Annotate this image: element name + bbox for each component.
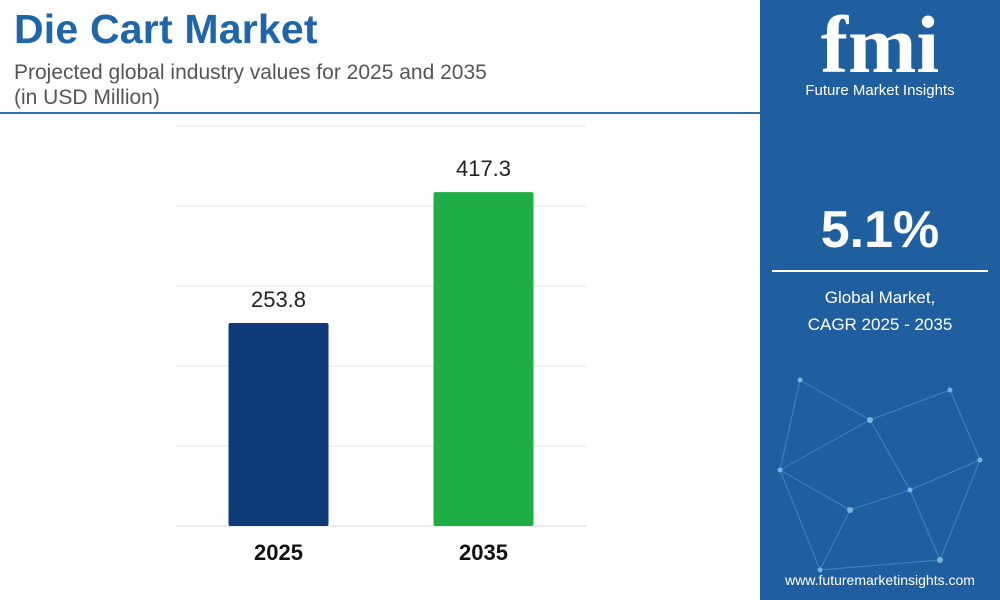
sidebar-panel: fmi Future Market Insights 5.1% Global M… [760, 0, 1000, 600]
cagr-label: Global Market, CAGR 2025 - 2035 [760, 284, 1000, 338]
header-divider [0, 112, 760, 114]
x-tick-label-2035: 2035 [459, 540, 508, 565]
logo-company-name: Future Market Insights [805, 82, 955, 99]
bar-chart: 253.8 2025 417.3 2035 [176, 125, 586, 565]
subtitle-line-2: (in USD Million) [14, 86, 160, 109]
fmi-logo: fmi [821, 0, 939, 80]
fmi-logo-text: fmi [821, 0, 939, 80]
cagr-divider [772, 270, 988, 272]
data-label-2025: 253.8 [251, 287, 306, 312]
cagr-label-line-1: Global Market, [824, 288, 936, 307]
bar-2025 [228, 322, 329, 526]
network-pattern [777, 377, 983, 573]
x-tick-label-2025: 2025 [254, 540, 303, 565]
website-link[interactable]: www.futuremarketinsights.com [785, 572, 975, 588]
cagr-value: 5.1% [820, 201, 940, 259]
page-subtitle: Projected global industry values for 202… [14, 60, 714, 110]
data-label-2035: 417.3 [456, 156, 511, 181]
subtitle-line-1: Projected global industry values for 202… [14, 61, 487, 84]
bar-2035 [433, 192, 534, 526]
page-title: Die Cart Market [14, 6, 318, 52]
cagr-label-line-2: CAGR 2025 - 2035 [807, 315, 953, 334]
